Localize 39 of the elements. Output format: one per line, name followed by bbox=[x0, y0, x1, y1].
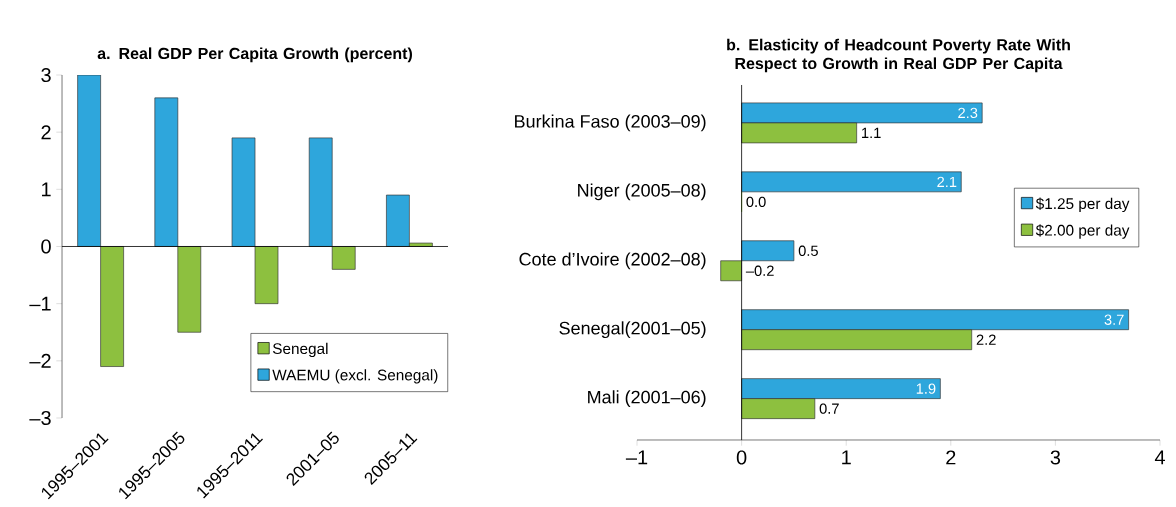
y-tick-label: Niger (2005–08) bbox=[578, 183, 706, 201]
bar bbox=[741, 171, 962, 193]
legend-label: $2.00 per day bbox=[1035, 224, 1130, 239]
chart-title: a. Real GDP Per Capita Growth (percent) bbox=[97, 47, 413, 63]
data-label: 2.3 bbox=[958, 107, 978, 119]
x-tick-label: 2 bbox=[946, 450, 956, 465]
data-label: 2.2 bbox=[976, 334, 996, 345]
bar bbox=[386, 194, 410, 248]
x-tick-label: 1 bbox=[842, 450, 851, 465]
bar bbox=[154, 97, 179, 248]
y-tick-label: –1 bbox=[29, 296, 51, 311]
data-label: 3.7 bbox=[1104, 314, 1124, 326]
y-tick-label: 1 bbox=[42, 182, 51, 197]
y-tick-label: Cote d’Ivoire (2002–08) bbox=[519, 252, 706, 270]
y-tick-label: 0 bbox=[41, 239, 51, 254]
data-label: 0.0 bbox=[746, 196, 766, 208]
legend-label: WAEMU (excl. Senegal) bbox=[272, 369, 438, 384]
data-label: 1.9 bbox=[916, 383, 936, 394]
data-label: 0.7 bbox=[819, 403, 839, 414]
chart-title: b. Elasticity of Headcount Poverty Rate With Respect to Growth in Real GDP Per Capita bbox=[727, 38, 1070, 73]
y-tick-label: –2 bbox=[29, 354, 51, 368]
data-label: 1.1 bbox=[862, 128, 881, 139]
y-tick-label: 2 bbox=[41, 125, 51, 140]
y-tick-label: Mali (2001–06) bbox=[588, 390, 706, 408]
x-tick-label: 0 bbox=[736, 450, 747, 465]
data-label: –0.2 bbox=[745, 265, 774, 277]
data-label: 0.5 bbox=[798, 245, 818, 257]
y-tick-label: Senegal(2001–05) bbox=[559, 321, 706, 339]
legend-label: Senegal bbox=[272, 342, 328, 358]
data-label: 2.1 bbox=[937, 176, 957, 188]
bar bbox=[77, 75, 101, 248]
bar bbox=[231, 137, 256, 248]
bar bbox=[308, 137, 333, 248]
x-tick-label: 3 bbox=[1050, 450, 1061, 465]
y-tick-label: Burkina Faso (2003–09) bbox=[515, 114, 706, 132]
y-tick-label: –3 bbox=[29, 411, 51, 426]
x-tick-label: 4 bbox=[1154, 450, 1165, 465]
legend-label: $1.25 per day bbox=[1035, 197, 1130, 213]
y-tick-label: 3 bbox=[41, 68, 51, 83]
